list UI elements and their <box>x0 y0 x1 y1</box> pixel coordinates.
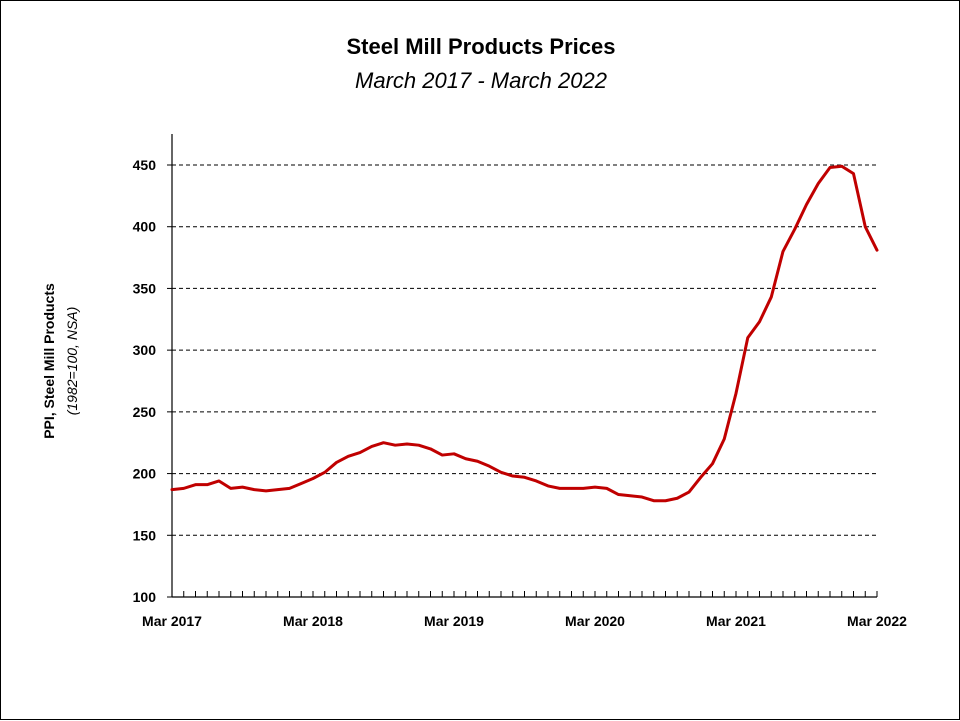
data-point <box>241 485 244 489</box>
data-point <box>347 455 350 458</box>
y-tick-label: 450 <box>133 157 157 173</box>
data-point <box>370 445 373 448</box>
data-point <box>417 443 420 447</box>
data-point <box>875 248 879 252</box>
y-tick-label: 300 <box>133 342 157 358</box>
data-point <box>734 392 738 395</box>
data-point <box>405 442 409 446</box>
data-point <box>828 166 832 169</box>
x-tick-label: Mar 2018 <box>283 613 343 629</box>
data-point <box>276 488 279 491</box>
axes <box>167 134 878 598</box>
chart-title: Steel Mill Products Prices <box>347 34 616 59</box>
data-point <box>288 487 291 490</box>
data-point <box>382 441 385 444</box>
data-point <box>605 487 608 490</box>
data-point <box>229 487 232 490</box>
data-point <box>488 464 491 468</box>
data-point <box>546 484 550 488</box>
data-point <box>687 490 691 494</box>
data-point <box>323 471 326 474</box>
x-tick-label: Mar 2022 <box>847 613 907 629</box>
y-tick-label: 150 <box>133 527 157 543</box>
data-point <box>652 499 655 502</box>
y-tick-label: 100 <box>133 589 157 605</box>
x-tick-label: Mar 2020 <box>565 613 625 629</box>
x-tick-label: Mar 2019 <box>424 613 484 629</box>
data-point <box>629 494 632 497</box>
y-tick-label: 400 <box>133 219 157 235</box>
data-point <box>441 453 444 457</box>
data-point <box>476 460 479 463</box>
data-point <box>781 250 785 253</box>
x-tick-label: Mar 2017 <box>142 613 202 629</box>
data-point <box>711 462 714 465</box>
series-line-0 <box>170 164 879 503</box>
data-point <box>640 495 644 499</box>
data-point <box>664 499 667 502</box>
data-point <box>394 443 397 447</box>
y-tick-labels: 100 150 200 250 300 350 400 450 <box>133 157 157 605</box>
data-point <box>817 182 820 185</box>
grid-lines <box>172 164 877 536</box>
data-point <box>770 295 773 299</box>
data-point <box>217 479 221 483</box>
data-point <box>699 476 702 479</box>
data-point <box>429 447 432 451</box>
data-point <box>358 451 362 454</box>
y-tick-label: 350 <box>133 280 157 296</box>
y-axis-label: PPI, Steel Mill Products <box>41 283 57 439</box>
data-point <box>523 476 526 479</box>
data-point <box>264 489 268 493</box>
data-point <box>558 487 561 490</box>
data-point <box>194 483 197 486</box>
data-point <box>206 483 209 486</box>
data-point <box>793 227 796 231</box>
y-tick-label: 250 <box>133 404 157 420</box>
data-point <box>852 172 855 175</box>
data-point <box>300 482 303 485</box>
data-point <box>335 461 338 464</box>
data-point <box>617 493 620 496</box>
chart-subtitle: March 2017 - March 2022 <box>355 68 607 93</box>
data-point <box>723 437 726 441</box>
data-point <box>253 488 256 491</box>
x-tick-labels: Mar 2017 Mar 2018 Mar 2019 Mar 2020 Mar 2021… <box>142 613 907 629</box>
data-point <box>570 487 573 490</box>
data-point <box>805 203 808 206</box>
y-axis-sublabel: (1982=100, NSA) <box>64 307 80 416</box>
data-point <box>311 477 315 480</box>
data-point <box>535 479 538 483</box>
data-point <box>170 488 174 491</box>
data-point <box>840 165 843 168</box>
data-point <box>182 487 185 490</box>
x-tick-label: Mar 2021 <box>706 613 766 629</box>
data-point <box>593 485 597 489</box>
data-point <box>499 471 503 474</box>
data-point <box>746 336 749 339</box>
data-point <box>582 487 585 490</box>
series-layer <box>170 164 879 503</box>
data-point <box>864 225 867 228</box>
data-point <box>758 320 761 323</box>
data-point <box>464 457 467 460</box>
data-point <box>676 497 679 500</box>
data-point <box>452 452 456 456</box>
y-tick-label: 200 <box>133 466 157 482</box>
data-point <box>511 474 514 478</box>
